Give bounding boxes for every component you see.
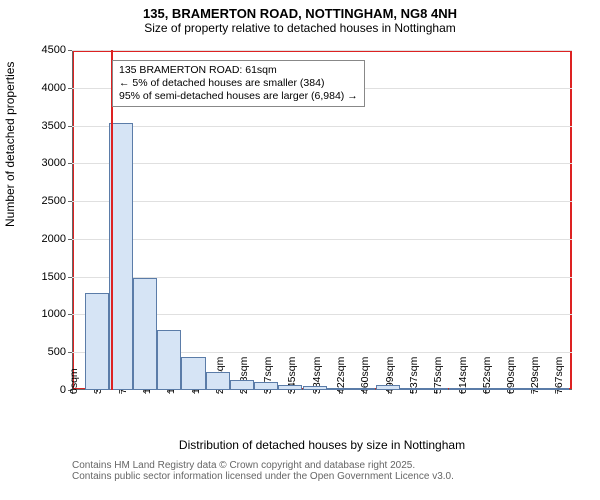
y-axis-label: Number of detached properties: [3, 211, 17, 227]
ytick-label: 4500: [42, 44, 72, 56]
histogram-bar: [497, 388, 521, 390]
histogram-bar: [545, 388, 569, 390]
histogram-bar: [157, 330, 181, 390]
histogram-bar: [327, 388, 351, 390]
legend-line-3: 95% of semi-detached houses are larger (…: [119, 90, 358, 103]
x-axis-label: Distribution of detached houses by size …: [72, 438, 572, 452]
ytick-label: 3000: [42, 157, 72, 169]
histogram-bar: [449, 388, 473, 390]
gridline-h: [72, 50, 572, 51]
chart-container: 135, BRAMERTON ROAD, NOTTINGHAM, NG8 4NH…: [0, 0, 600, 500]
histogram-bar: [278, 385, 302, 390]
y-axis-line: [72, 50, 73, 390]
footer-attribution: Contains HM Land Registry data © Crown c…: [72, 460, 454, 482]
legend-line-2: ← 5% of detached houses are smaller (384…: [119, 77, 358, 90]
histogram-bar: [424, 388, 448, 390]
histogram-bar: [351, 388, 375, 390]
histogram-bar: [400, 388, 424, 390]
histogram-bar: [254, 382, 278, 390]
histogram-bar: [473, 388, 497, 390]
histogram-bar: [85, 293, 109, 390]
chart-subtitle: Size of property relative to detached ho…: [0, 21, 600, 37]
ytick-label: 500: [48, 346, 72, 358]
legend-line-1: 135 BRAMERTON ROAD: 61sqm: [119, 64, 358, 77]
gridline-h: [72, 126, 572, 127]
histogram-bar: [230, 380, 254, 390]
legend-box: 135 BRAMERTON ROAD: 61sqm ← 5% of detach…: [112, 60, 365, 107]
ytick-label: 1500: [42, 271, 72, 283]
ytick-label: 2000: [42, 233, 72, 245]
histogram-bar: [521, 388, 545, 390]
footer-line-1: Contains HM Land Registry data © Crown c…: [72, 460, 454, 471]
ytick-label: 3500: [42, 120, 72, 132]
histogram-bar: [181, 357, 205, 390]
ytick-label: 1000: [42, 308, 72, 320]
xtick-label: 0sqm: [68, 368, 80, 394]
ytick-label: 2500: [42, 195, 72, 207]
histogram-bar: [376, 385, 400, 390]
histogram-bar: [206, 372, 230, 390]
footer-line-2: Contains public sector information licen…: [72, 471, 454, 482]
histogram-bar: [133, 278, 157, 390]
gridline-h: [72, 163, 572, 164]
chart-title: 135, BRAMERTON ROAD, NOTTINGHAM, NG8 4NH: [0, 0, 600, 21]
ytick-label: 4000: [42, 82, 72, 94]
histogram-bar: [303, 386, 327, 390]
gridline-h: [72, 201, 572, 202]
gridline-h: [72, 239, 572, 240]
